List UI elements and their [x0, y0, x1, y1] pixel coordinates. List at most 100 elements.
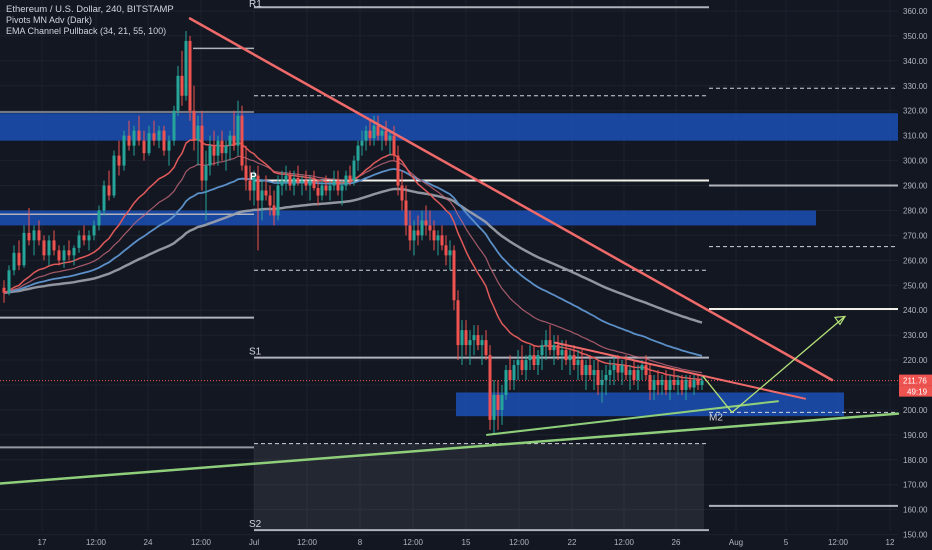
candle-body [520, 360, 524, 371]
candle-body [112, 155, 116, 196]
y-axis-tick-label: 200.00 [903, 406, 928, 415]
candle-body [268, 195, 272, 206]
candle-body [204, 165, 208, 181]
candle-body [456, 300, 460, 346]
candle-body [576, 360, 580, 366]
candle-body [680, 380, 684, 390]
y-axis-tick-label: 350.00 [903, 32, 928, 41]
candle-body [624, 365, 628, 376]
candle-body [107, 185, 111, 196]
y-axis-tick-label: 250.00 [903, 281, 928, 290]
candle-body [488, 355, 492, 420]
x-axis-tick-label: 12 [886, 538, 895, 547]
candle-body [67, 250, 71, 256]
candle-body [684, 380, 688, 390]
y-axis-tick-label: 240.00 [903, 306, 928, 315]
candle-body [504, 370, 508, 395]
candle-body [572, 355, 576, 366]
red-trendline-upper[interactable] [188, 17, 834, 382]
candle-body [7, 270, 11, 293]
blue-zone [0, 210, 816, 226]
ema-100-line [3, 187, 703, 324]
green-trendline-short[interactable] [486, 400, 779, 436]
candle-body [2, 287, 6, 293]
red-trendline-lower[interactable] [554, 341, 806, 400]
candle-body [548, 340, 552, 351]
x-axis-tick-label: 12:00 [614, 538, 635, 547]
candle-body [252, 175, 256, 191]
candle-body [536, 355, 540, 366]
candle-body [528, 355, 532, 361]
candle-body [388, 135, 392, 141]
candle-body [37, 230, 41, 241]
candle-body [408, 225, 412, 241]
projection-arrow[interactable] [702, 315, 846, 414]
candle-body [220, 140, 224, 154]
y-axis-tick-label: 170.00 [903, 481, 928, 490]
candle-body [668, 380, 672, 390]
candle-body [464, 330, 468, 346]
candle-body [22, 232, 26, 266]
y-axis-tick-label: 330.00 [903, 82, 928, 91]
candle-body [688, 380, 692, 388]
candle-body [176, 75, 180, 111]
label-m2: M2 [709, 412, 723, 423]
candle-body [180, 75, 184, 96]
candle-body [17, 252, 21, 266]
candle-body [264, 190, 268, 196]
ema-21-line [3, 138, 703, 381]
candle-body [240, 115, 244, 166]
candle-body [644, 365, 648, 376]
candle-body [137, 130, 141, 141]
candle-body [592, 370, 596, 376]
candle-body [77, 235, 81, 248]
candle-body [568, 355, 572, 361]
y-axis-tick-label: 290.00 [903, 182, 928, 191]
green-trendline-long[interactable] [0, 412, 900, 485]
indicator-ema-label[interactable]: EMA Channel Pullback (34, 21, 55, 100) [6, 26, 167, 36]
candle-body [142, 140, 146, 154]
candle-body [452, 250, 456, 301]
candle-body [276, 185, 280, 216]
candle-body [332, 180, 336, 186]
candle-body [444, 245, 448, 256]
candle-body [232, 135, 236, 146]
candle-body [12, 252, 16, 271]
countdown-badge [899, 385, 932, 397]
candle-body [392, 135, 396, 156]
candle-body [496, 394, 500, 410]
candle-body [336, 180, 340, 191]
x-axis-tick-label: 5 [784, 538, 789, 547]
y-axis-tick-label: 360.00 [903, 7, 928, 16]
candle-body [524, 360, 528, 371]
candle-body [632, 370, 636, 381]
candle-body [596, 370, 600, 385]
label-s1: S1 [249, 347, 262, 358]
candle-body [484, 340, 488, 356]
candle-body [256, 175, 260, 201]
symbol-title[interactable]: Ethereum / U.S. Dollar, 240, BITSTAMP [6, 4, 174, 15]
candle-body [692, 380, 696, 388]
trendlines[interactable] [0, 17, 900, 485]
candle-body [132, 130, 136, 146]
candle-body [564, 350, 568, 361]
candle-body [600, 380, 604, 385]
candle-body [162, 130, 166, 151]
candle-body [612, 365, 616, 371]
label-p: P [250, 172, 257, 183]
candle-body [516, 360, 520, 366]
pivot-labels: R1 P S1 S2 M2 [249, 0, 723, 530]
candle-body [636, 370, 640, 381]
x-axis-tick-label: 12:00 [191, 538, 212, 547]
candle-body [280, 180, 284, 186]
axes: 150.00160.00170.00180.00190.00200.00210.… [38, 7, 932, 547]
indicator-pivots-label[interactable]: Pivots MN Adv (Dark) [6, 15, 93, 25]
candle-body [62, 250, 66, 261]
candle-body [212, 145, 216, 156]
candle-body [272, 205, 276, 216]
candle-body [127, 135, 131, 146]
candle-body [47, 240, 51, 256]
candle-body [480, 340, 484, 346]
x-axis-tick-label: 15 [462, 538, 471, 547]
